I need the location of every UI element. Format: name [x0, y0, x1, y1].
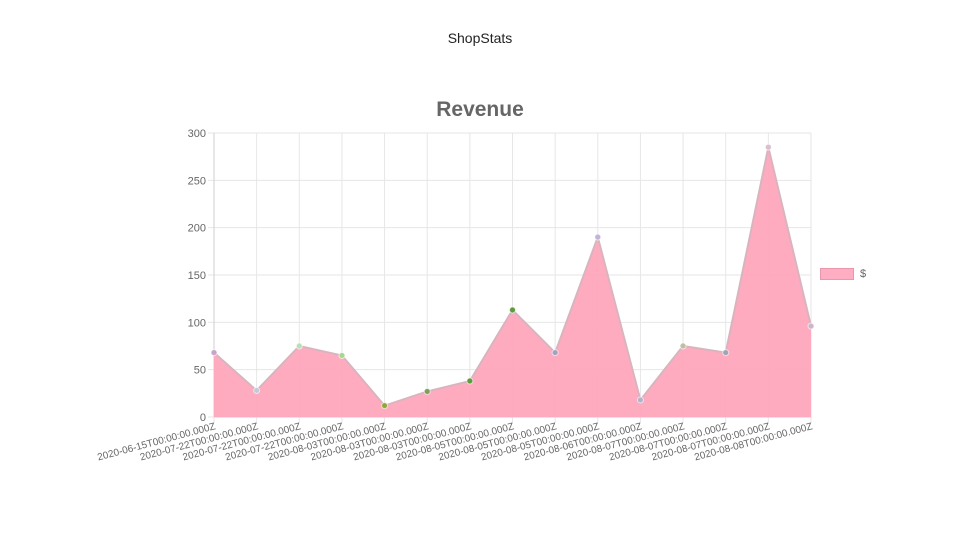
data-point[interactable] [679, 342, 687, 350]
chart-title: Revenue [436, 98, 524, 121]
y-tick-label: 100 [188, 317, 206, 329]
data-point[interactable] [509, 306, 516, 314]
x-axis-ticks: 2020-06-15T00:00:00.000Z2020-07-22T00:00… [96, 421, 813, 463]
data-point[interactable] [423, 387, 431, 395]
data-point[interactable] [807, 322, 815, 330]
data-point[interactable] [722, 349, 730, 357]
data-point[interactable] [764, 143, 772, 151]
y-axis-ticks: 0 50 100 150 200 250 300 [188, 128, 206, 424]
data-point[interactable] [253, 386, 261, 394]
data-points [210, 143, 815, 410]
y-tick-label: 200 [188, 223, 206, 235]
legend-label: $ [860, 268, 867, 280]
legend-swatch [820, 268, 854, 280]
data-point[interactable] [594, 233, 602, 241]
data-point[interactable] [210, 349, 218, 357]
data-point[interactable] [295, 342, 303, 350]
y-tick-label: 250 [188, 175, 206, 187]
y-tick-label: 50 [194, 365, 206, 377]
y-tick-label: 0 [200, 412, 206, 424]
y-tick-label: 300 [188, 128, 206, 140]
data-point[interactable] [338, 351, 346, 359]
revenue-area [214, 147, 811, 417]
data-point[interactable] [551, 349, 559, 357]
data-point[interactable] [381, 402, 389, 410]
chart-legend[interactable]: $ [820, 268, 866, 280]
y-tick-label: 150 [188, 270, 206, 282]
data-point[interactable] [636, 396, 644, 404]
data-point[interactable] [466, 377, 474, 385]
app-title: ShopStats [447, 30, 513, 46]
